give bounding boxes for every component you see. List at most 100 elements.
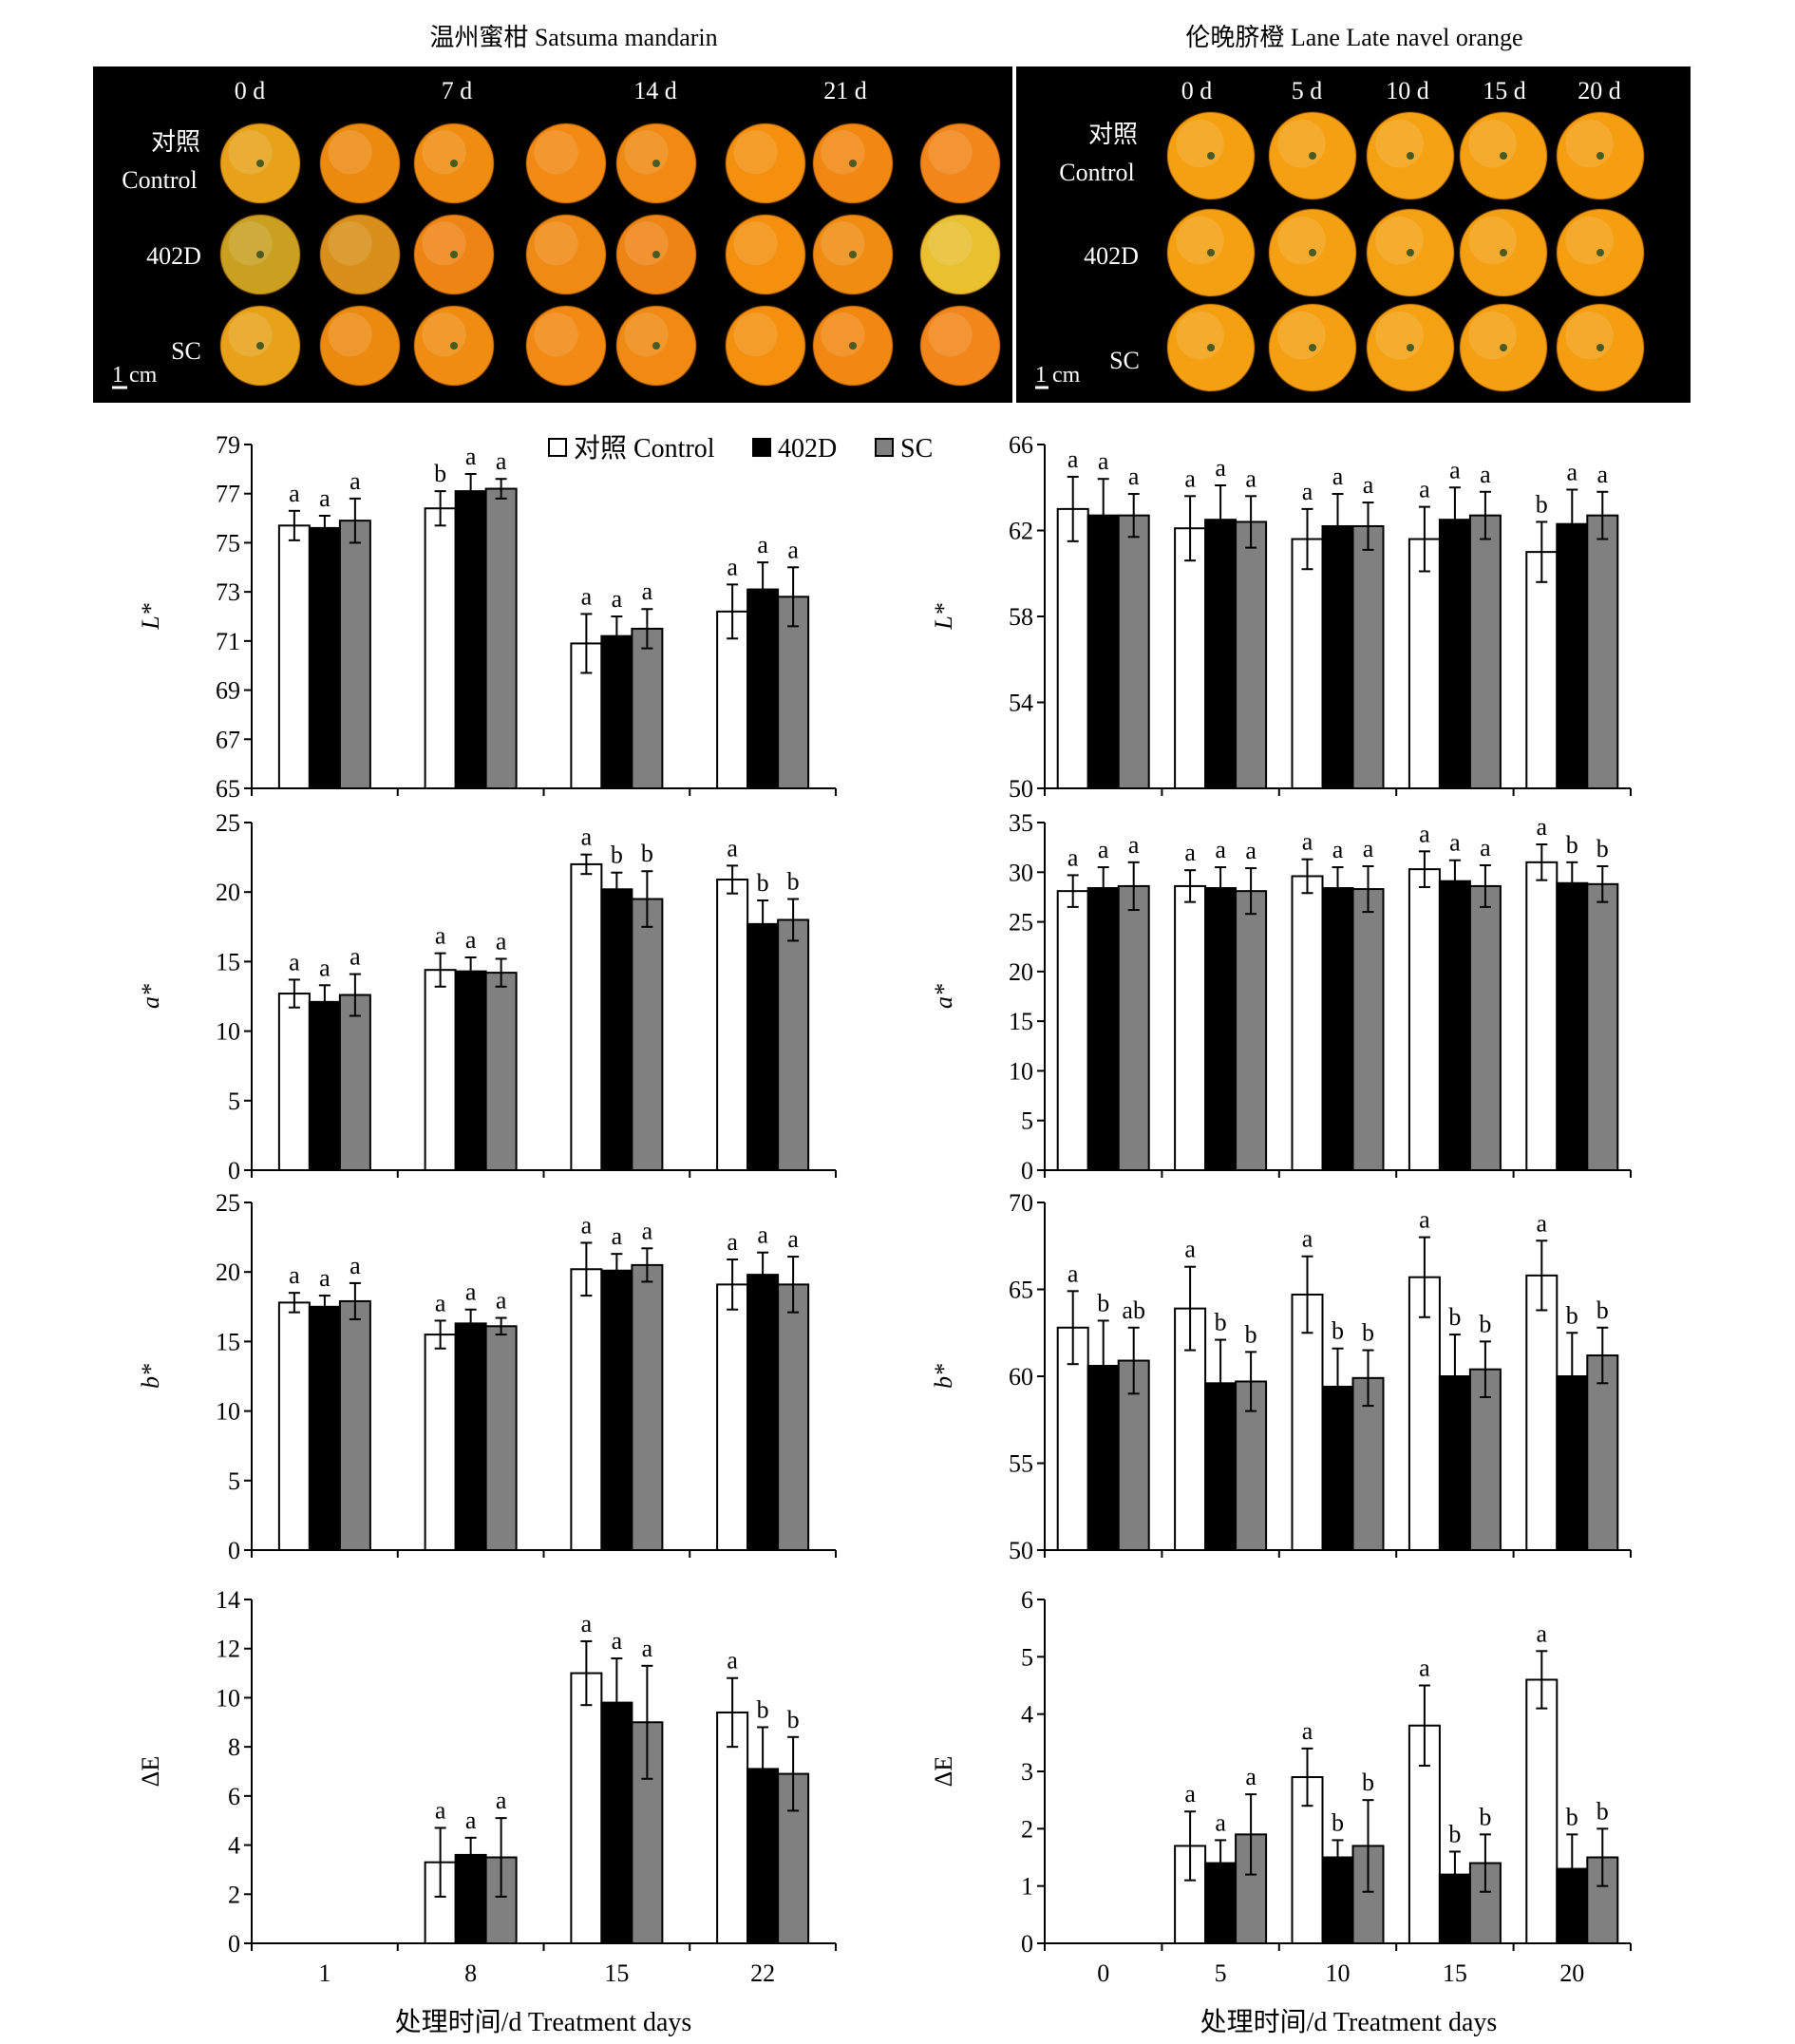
bar bbox=[484, 1325, 518, 1552]
y-tick-label: 50 bbox=[1009, 1537, 1033, 1564]
significance-letter: a bbox=[289, 480, 300, 507]
bar bbox=[1468, 1368, 1502, 1552]
fruit-rim bbox=[1166, 303, 1256, 392]
significance-letter: a bbox=[496, 1787, 507, 1814]
significance-letter: a bbox=[612, 585, 623, 613]
fruit-body bbox=[320, 215, 400, 294]
significance-letter: a bbox=[581, 582, 593, 610]
y-axis-label: a* bbox=[137, 984, 164, 1009]
bar bbox=[600, 634, 633, 790]
bar bbox=[1586, 882, 1619, 1171]
bar bbox=[1468, 514, 1502, 789]
fruit-highlight bbox=[422, 130, 466, 175]
fruit-rim bbox=[1556, 111, 1645, 200]
fruit bbox=[725, 123, 806, 204]
bar bbox=[424, 507, 457, 789]
y-tick-label: 70 bbox=[1009, 1189, 1033, 1217]
significance-letter: a bbox=[642, 577, 653, 605]
significance-letter: b bbox=[641, 840, 653, 867]
bar bbox=[1235, 890, 1268, 1171]
fruit-highlight bbox=[422, 312, 466, 357]
significance-letter: a bbox=[1537, 813, 1548, 841]
bar bbox=[277, 1301, 311, 1551]
fruit-highlight bbox=[1468, 119, 1517, 168]
significance-letter: a bbox=[319, 1264, 331, 1292]
bar bbox=[746, 1274, 780, 1552]
fruit-stem bbox=[849, 251, 857, 258]
significance-letter: a bbox=[1302, 478, 1313, 505]
fruit-highlight bbox=[928, 130, 973, 175]
bar bbox=[1408, 868, 1441, 1171]
fruit-body bbox=[526, 306, 606, 386]
fruit-rim bbox=[1268, 208, 1357, 297]
fruit bbox=[919, 123, 1001, 204]
y-tick-label: 35 bbox=[1009, 809, 1033, 837]
bar bbox=[1525, 861, 1559, 1171]
scale-bar-label: 1 cm bbox=[1035, 363, 1081, 388]
bar bbox=[600, 1269, 633, 1551]
day-label: 0 d bbox=[235, 77, 266, 104]
y-tick-label: 54 bbox=[1009, 690, 1033, 717]
bar bbox=[308, 1000, 341, 1171]
bar bbox=[1117, 884, 1150, 1171]
fruit bbox=[525, 123, 607, 204]
bar bbox=[600, 888, 633, 1171]
significance-letter: a bbox=[581, 1610, 593, 1637]
fruit bbox=[919, 214, 1001, 295]
fruit-highlight bbox=[1277, 119, 1326, 168]
y-tick-label: 69 bbox=[216, 677, 240, 705]
significance-letter: a bbox=[465, 1807, 477, 1834]
significance-letter: a bbox=[581, 823, 593, 851]
significance-letter: a bbox=[642, 1217, 653, 1244]
y-tick-label: 8 bbox=[228, 1733, 240, 1761]
fruit-highlight bbox=[1565, 216, 1614, 265]
significance-letter: a bbox=[1245, 1763, 1256, 1790]
y-tick-label: 0 bbox=[1021, 1930, 1033, 1958]
significance-letter: a bbox=[1184, 464, 1196, 492]
y-axis-label: ΔE bbox=[137, 1756, 164, 1788]
significance-letter: b bbox=[1479, 1310, 1491, 1337]
fruit-highlight bbox=[1277, 311, 1326, 360]
fruit bbox=[219, 214, 301, 295]
fruit-highlight bbox=[228, 312, 273, 357]
fruit-stem bbox=[1207, 249, 1215, 256]
significance-letter: a bbox=[1419, 820, 1430, 847]
significance-letter: a bbox=[465, 1278, 477, 1306]
y-tick-label: 67 bbox=[216, 726, 240, 753]
significance-letter: b bbox=[1362, 1319, 1374, 1347]
fruit-highlight bbox=[1468, 216, 1517, 265]
significance-letter: a bbox=[435, 1796, 446, 1824]
bar bbox=[277, 524, 311, 789]
bar bbox=[1291, 1293, 1324, 1551]
x-tick-label: 22 bbox=[750, 1959, 775, 1987]
significance-letter: b bbox=[787, 868, 800, 896]
significance-letter: a bbox=[1184, 839, 1196, 866]
bar bbox=[1056, 507, 1089, 789]
y-tick-label: 0 bbox=[1021, 1157, 1033, 1184]
significance-letter: a bbox=[1419, 1206, 1430, 1234]
fruit bbox=[525, 214, 607, 295]
significance-letter: a bbox=[1302, 1717, 1313, 1745]
significance-letter: a bbox=[1128, 831, 1140, 859]
bar bbox=[484, 487, 518, 789]
fruit-highlight bbox=[1176, 216, 1224, 265]
fruit-stem bbox=[450, 342, 458, 350]
significance-letter: a bbox=[1363, 471, 1374, 499]
fruit bbox=[615, 305, 697, 387]
y-tick-label: 25 bbox=[1009, 909, 1033, 937]
fruit-body bbox=[526, 215, 606, 294]
y-tick-label: 0 bbox=[228, 1157, 240, 1184]
fruit bbox=[413, 305, 495, 387]
significance-letter: a bbox=[465, 443, 477, 470]
bar bbox=[1351, 524, 1385, 789]
significance-letter: a bbox=[289, 948, 300, 975]
x-tick-label: 20 bbox=[1559, 1959, 1584, 1987]
legend-swatch bbox=[875, 438, 894, 457]
fruit-highlight bbox=[1375, 119, 1424, 168]
fruit-highlight bbox=[228, 221, 273, 266]
y-axis-label: b* bbox=[137, 1364, 164, 1389]
